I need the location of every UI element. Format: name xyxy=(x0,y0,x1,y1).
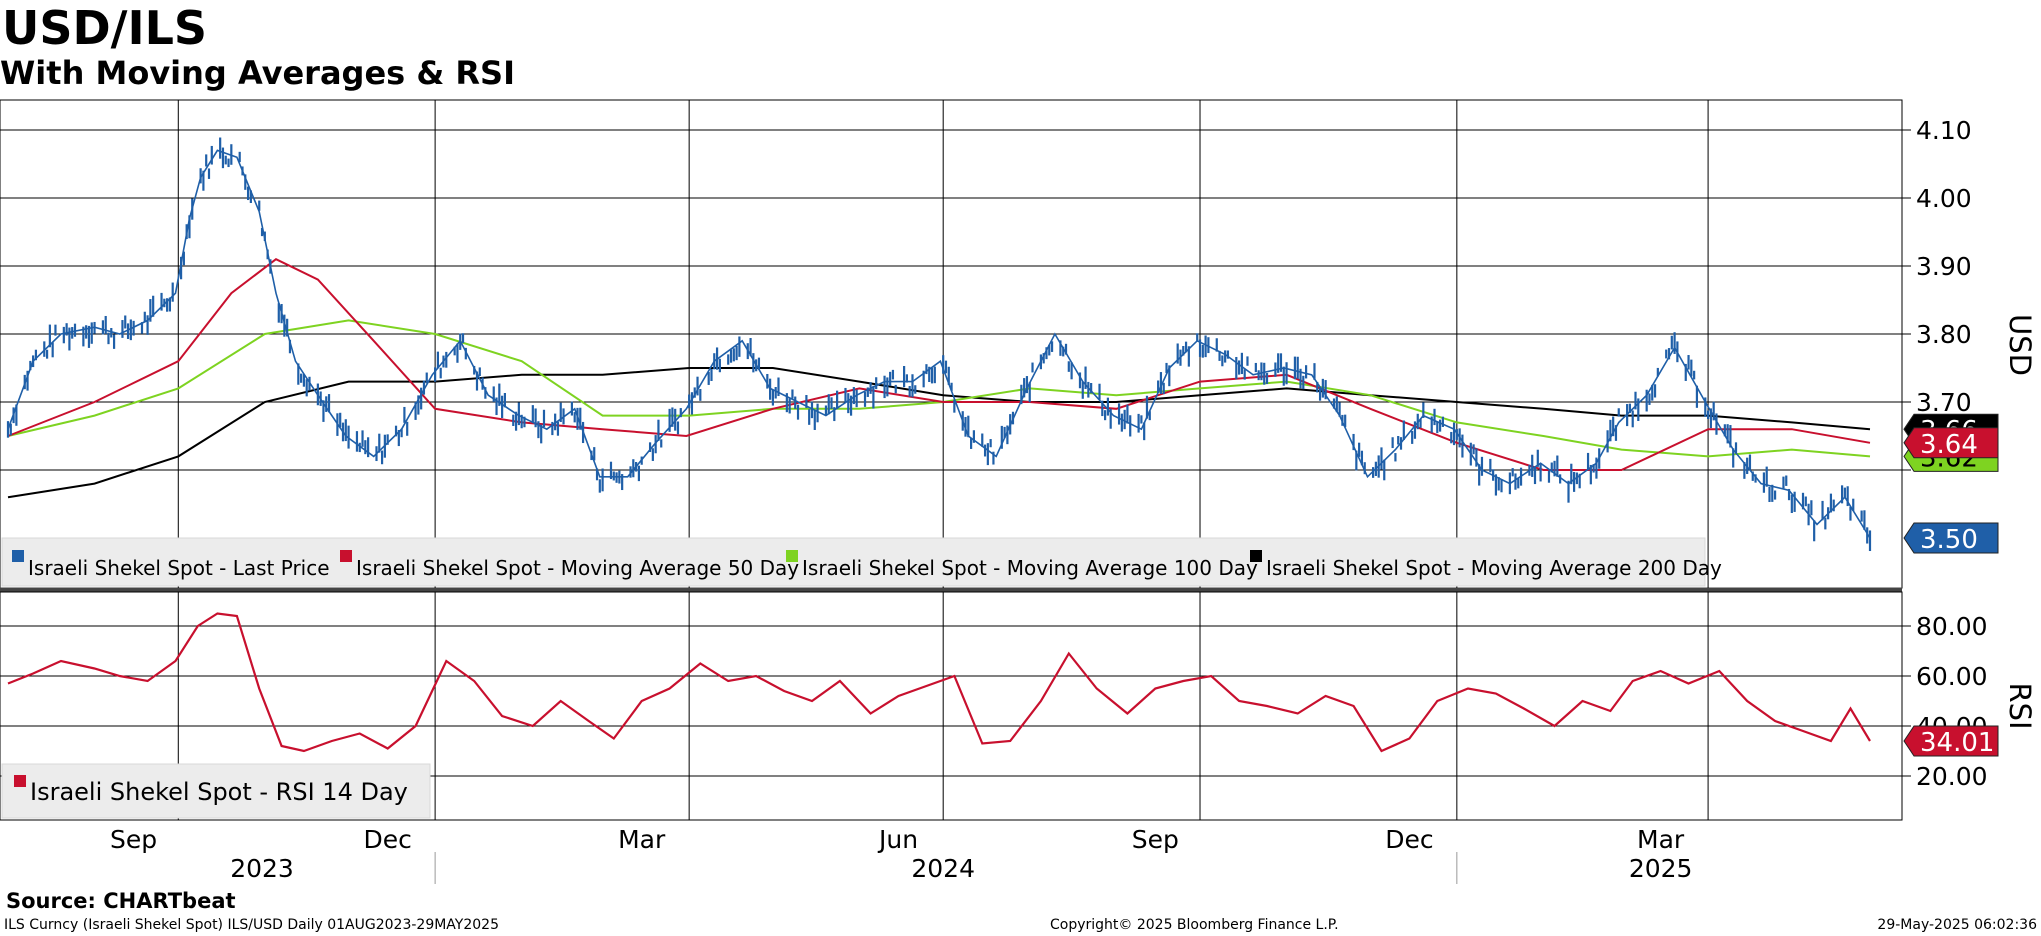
legend-entry: Israeli Shekel Spot - Moving Average 200… xyxy=(1266,556,1722,580)
upper-panel-series xyxy=(6,137,1872,552)
x-month-label: Sep xyxy=(110,825,157,854)
upper-ytick-label: 3.80 xyxy=(1916,320,1972,349)
upper-ytick-label: 4.00 xyxy=(1916,184,1972,213)
x-month-label: Sep xyxy=(1132,825,1179,854)
last-value-tag-shape xyxy=(1903,522,1999,554)
ma-line xyxy=(7,258,1871,471)
legend-entry: Israeli Shekel Spot - Last Price xyxy=(28,556,330,580)
legend-swatch xyxy=(14,775,26,787)
upper-legend-box xyxy=(1,537,1706,587)
last-value-tag-label: 34.01 xyxy=(1920,728,1994,758)
lower-ytick-label: 20.00 xyxy=(1916,762,1988,791)
upper-ytick-label: 3.90 xyxy=(1916,252,1972,281)
legends: Israeli Shekel Spot - Last Price Israeli … xyxy=(1,537,1722,819)
x-month-label: Dec xyxy=(363,825,411,854)
x-month-label: Mar xyxy=(618,825,666,854)
legend-entry: Israeli Shekel Spot - Moving Average 50 … xyxy=(356,556,799,580)
upper-ytick-label: 3.70 xyxy=(1916,388,1972,417)
upper-panel-grid xyxy=(0,99,1903,593)
price-line xyxy=(7,149,1871,539)
chart-subtitle: With Moving Averages & RSI xyxy=(0,54,515,92)
lower-ytick-label: 60.00 xyxy=(1916,662,1988,691)
legend-swatch xyxy=(340,550,352,562)
x-year-label: 2025 xyxy=(1629,854,1693,883)
upper-axis-title: USD xyxy=(2003,314,2037,376)
legend-swatch xyxy=(12,550,24,562)
x-year-label: 2023 xyxy=(230,854,294,883)
ma-line xyxy=(7,319,1871,458)
last-value-tags: 3.663.623.643.5040.0034.01 xyxy=(1903,413,1999,758)
footer-ticker-info: ILS Curncy (Israeli Shekel Spot) ILS/USD… xyxy=(4,917,499,933)
rsi-line xyxy=(7,612,1871,753)
last-value-tag-label: 3.50 xyxy=(1920,525,1978,555)
upper-panel-frame xyxy=(0,99,1903,589)
lower-axis-title: RSI xyxy=(2003,682,2037,729)
lower-ytick-label: 80.00 xyxy=(1916,612,1988,641)
lower-panel-frame xyxy=(0,591,1903,821)
upper-ytick-label: 4.10 xyxy=(1916,116,1972,145)
legend-entry: Israeli Shekel Spot - RSI 14 Day xyxy=(30,778,408,806)
axes: 3.70 3.80 3.90 4.00 4.10 20.00 60.00 80.00 USD RS… xyxy=(110,116,2037,884)
legend-swatch xyxy=(786,550,798,562)
x-month-label: Jun xyxy=(877,825,918,854)
legend-swatch xyxy=(1250,550,1262,562)
last-value-tag-shape xyxy=(1903,725,1999,757)
last-value-tag-shape xyxy=(1903,427,1999,459)
footer-copyright: Copyright© 2025 Bloomberg Finance L.P. xyxy=(1050,917,1339,933)
chart-title: USD/ILS xyxy=(2,1,208,55)
x-month-label: Mar xyxy=(1637,825,1685,854)
legend-entry: Israeli Shekel Spot - Moving Average 100… xyxy=(802,556,1258,580)
source-label: Source: CHARTbeat xyxy=(6,889,236,913)
x-month-label: Dec xyxy=(1385,825,1433,854)
lower-legend-box xyxy=(1,763,431,819)
last-value-tag-label: 3.64 xyxy=(1920,430,1978,460)
x-year-label: 2024 xyxy=(911,854,975,883)
lower-panel-series xyxy=(7,612,1871,753)
ma-line xyxy=(7,367,1871,499)
footer-timestamp: 29-May-2025 06:02:36 xyxy=(1877,917,2037,933)
